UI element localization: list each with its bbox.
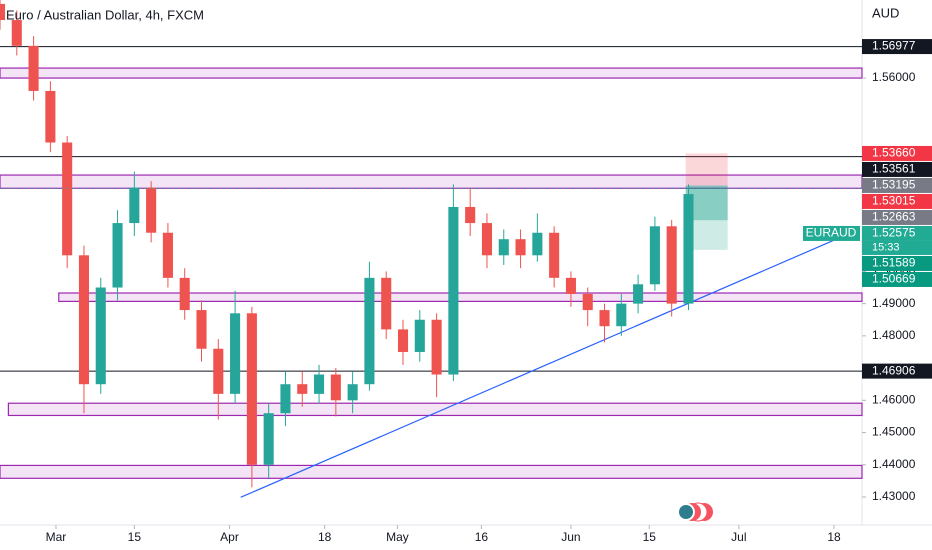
zone [7, 402, 863, 417]
candle-body [246, 313, 257, 465]
candle-body [515, 239, 526, 256]
candle-body [280, 384, 291, 414]
candle-body [213, 348, 224, 394]
trendline [240, 234, 846, 498]
x-tick-label: Mar [46, 530, 67, 544]
candle-body [28, 45, 39, 91]
candle-body [532, 232, 543, 256]
price-label-bg [862, 209, 932, 225]
zones [0, 46, 863, 479]
candle-body [11, 20, 22, 46]
candle-body [297, 384, 308, 394]
x-tick-label: 16 [475, 530, 489, 544]
zone [58, 292, 863, 302]
candle-body [666, 226, 677, 304]
candle-body [146, 187, 157, 233]
candle-body [129, 187, 140, 224]
candle-body [364, 277, 375, 385]
candle-body [62, 142, 73, 256]
x-tick-label: May [386, 530, 409, 544]
y-tick-label: 1.48000 [872, 328, 916, 342]
x-tick-label: 18 [318, 530, 332, 544]
price-label: 1.53015 [872, 194, 916, 208]
y-tick-label: 1.49000 [872, 296, 916, 310]
currency: AUD [872, 5, 899, 20]
price-label: 1.52663 [872, 210, 916, 224]
candle-body [582, 293, 593, 311]
price-label: 1.50669 [872, 272, 916, 286]
zone [0, 464, 863, 479]
zone [0, 67, 863, 79]
price-label-bg [862, 193, 932, 209]
candle-body [616, 303, 627, 327]
countdown-bg [862, 240, 932, 255]
candle-body [683, 194, 694, 304]
candle-body [414, 319, 425, 352]
price-label: 1.56977 [872, 39, 916, 53]
candle-body [599, 310, 610, 327]
x-tick-label: 18 [827, 530, 841, 544]
price-label-bg [862, 225, 932, 241]
axes: 1.560001.510001.500001.490001.480001.460… [46, 39, 932, 544]
candle-body [45, 90, 56, 143]
y-tick-label: 1.45000 [872, 425, 916, 439]
candle-body [112, 223, 123, 288]
candle-body [330, 374, 341, 401]
candle-body [498, 239, 509, 256]
price-label: 1.53660 [872, 146, 916, 160]
candle-body [95, 287, 106, 385]
zone [0, 174, 863, 189]
plot [0, 0, 862, 498]
candle-body [196, 310, 207, 349]
price-label: 1.51589 [872, 256, 916, 270]
x-tick-label: Jul [731, 530, 746, 544]
y-tick-label: 1.56000 [872, 70, 916, 84]
candle-body [549, 232, 560, 278]
candle-body [649, 226, 660, 285]
price-label-bg [862, 39, 932, 55]
candle-body [230, 313, 241, 394]
price-label: 1.53195 [872, 178, 916, 192]
symbol: EURAUD [806, 226, 857, 240]
y-tick-label: 1.44000 [872, 457, 916, 471]
candle-body [347, 384, 358, 401]
price-label-bg [862, 271, 932, 287]
price-label-bg [862, 255, 932, 271]
candle-body [448, 206, 459, 375]
candle-body [314, 374, 325, 394]
price-label-bg [862, 363, 932, 379]
candle-body [78, 255, 89, 385]
price-label: 1.52575 [872, 226, 916, 240]
x-tick-label: Jun [561, 530, 580, 544]
symbol-bg [803, 225, 860, 241]
candle-body [481, 223, 493, 256]
x-tick-label: Apr [220, 530, 239, 544]
candle-body [633, 284, 644, 304]
x-tick-label: 15 [128, 530, 142, 544]
candle-body [565, 277, 576, 294]
price-label: 1.46906 [872, 363, 916, 377]
countdown: 15:33 [872, 241, 900, 253]
y-tick-label: 1.46000 [872, 392, 916, 406]
candle-body [162, 232, 173, 278]
icons [677, 502, 713, 522]
x-tick-label: 15 [643, 530, 657, 544]
candle-body [431, 319, 442, 375]
position-risk [685, 153, 728, 186]
price-label: 1.53561 [872, 162, 916, 176]
chart-title: Euro / Australian Dollar, 4h, FXCM [6, 7, 204, 22]
price-label-bg [862, 145, 932, 161]
y-tick-label: 1.43000 [872, 489, 916, 503]
price-label-bg [862, 177, 932, 193]
candle-body [381, 277, 392, 330]
price-label-bg [862, 161, 932, 177]
candle-body [263, 413, 274, 465]
candle-body [465, 206, 476, 224]
candle-body [397, 329, 409, 352]
candle-body [0, 3, 6, 21]
candle-body [179, 277, 190, 311]
